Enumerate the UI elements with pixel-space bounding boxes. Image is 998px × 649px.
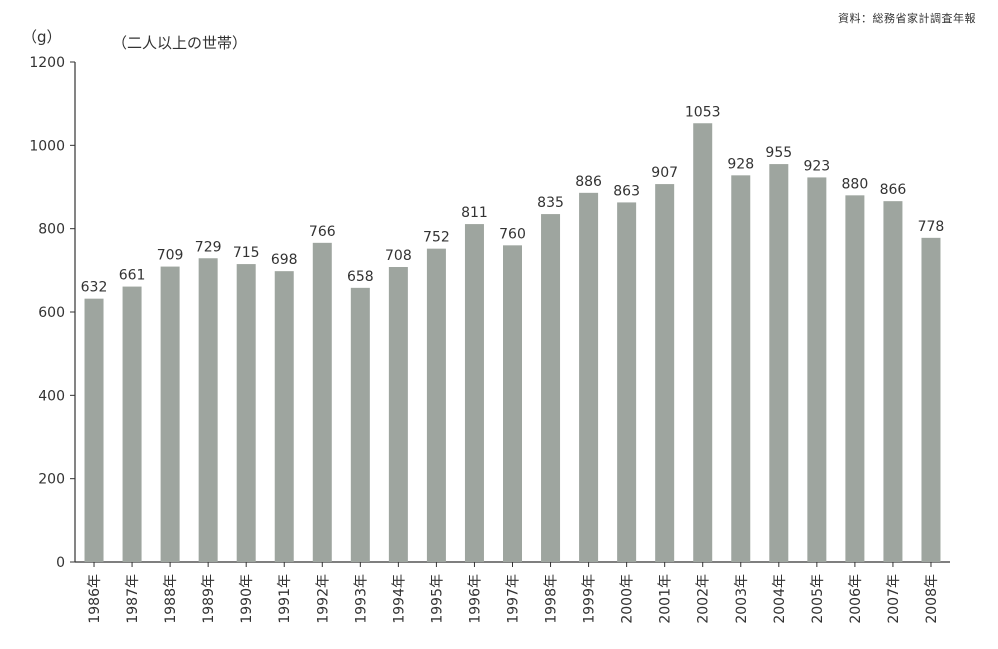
x-tick-label: 1988年	[163, 574, 179, 624]
x-tick-label: 2008年	[924, 574, 940, 624]
y-tick-label: 1000	[29, 138, 65, 154]
y-tick-label: 1200	[29, 55, 65, 71]
bar	[312, 242, 332, 563]
x-tick-label: 2000年	[620, 574, 636, 624]
bar	[807, 177, 827, 562]
bar	[655, 184, 675, 563]
y-tick-label: 800	[38, 222, 65, 238]
bar	[236, 264, 256, 562]
bar	[388, 267, 408, 562]
data-label: 880	[842, 176, 869, 192]
data-label: 886	[575, 174, 602, 190]
x-tick-label: 1999年	[582, 574, 598, 624]
bar	[617, 202, 637, 562]
x-tick-label: 2001年	[658, 574, 674, 624]
bar	[579, 192, 599, 563]
bar	[883, 201, 903, 562]
x-tick-label: 1991年	[277, 574, 293, 624]
x-tick-label: 2007年	[886, 574, 902, 624]
data-label: 698	[271, 252, 298, 268]
data-label: 778	[918, 219, 945, 235]
x-tick-label: 2006年	[848, 574, 864, 624]
data-label: 863	[613, 183, 640, 199]
y-axis-unit: （g）	[22, 28, 62, 46]
bar	[350, 287, 370, 562]
bar	[541, 214, 561, 563]
bar	[921, 237, 941, 563]
data-label: 715	[233, 245, 260, 261]
bar	[84, 298, 104, 562]
data-label: 709	[157, 248, 184, 264]
data-label: 866	[880, 182, 907, 198]
x-tick-label: 1993年	[353, 574, 369, 624]
data-label: 907	[651, 165, 678, 181]
data-label: 632	[81, 280, 108, 296]
data-label: 766	[309, 224, 336, 240]
data-label: 661	[119, 268, 146, 284]
bar	[693, 123, 713, 562]
bar	[503, 245, 522, 563]
x-tick-label: 2004年	[772, 574, 788, 624]
bar	[464, 224, 484, 563]
data-label: 760	[499, 226, 526, 242]
y-tick-label: 400	[38, 388, 65, 404]
source-note: 資料：総務省家計調査年報	[838, 12, 976, 25]
x-tick-label: 1996年	[467, 574, 483, 624]
x-tick-label: 1995年	[429, 574, 445, 624]
data-label: 955	[765, 145, 792, 161]
bar	[198, 258, 218, 562]
data-label: 928	[727, 156, 754, 172]
bar	[769, 164, 789, 563]
x-tick-label: 1987年	[125, 574, 141, 624]
y-tick-label: 200	[38, 472, 65, 488]
x-tick-label: 1986年	[87, 574, 103, 624]
x-tick-label: 2003年	[734, 574, 750, 624]
data-label: 835	[537, 195, 564, 211]
y-tick-label: 0	[56, 555, 65, 571]
x-tick-label: 2002年	[696, 574, 712, 624]
bar	[274, 271, 294, 562]
y-tick-label: 600	[38, 305, 65, 321]
x-tick-label: 1989年	[201, 574, 217, 624]
x-tick-label: 1998年	[544, 574, 560, 624]
data-label: 923	[803, 158, 830, 174]
x-tick-label: 1997年	[506, 574, 522, 624]
chart-subtitle: （二人以上の世帯）	[112, 34, 248, 52]
bar	[160, 266, 180, 562]
data-label: 1053	[685, 104, 721, 120]
data-label: 811	[461, 205, 488, 221]
data-label: 752	[423, 230, 450, 246]
x-tick-label: 1994年	[391, 574, 407, 624]
bar	[731, 175, 751, 563]
bar	[845, 195, 865, 563]
data-label: 708	[385, 248, 412, 264]
data-label: 729	[195, 239, 222, 255]
data-label: 658	[347, 269, 374, 285]
bar	[426, 248, 446, 562]
bar	[122, 286, 142, 562]
x-tick-label: 1992年	[315, 574, 331, 624]
x-tick-label: 1990年	[239, 574, 255, 624]
x-tick-label: 2005年	[810, 574, 826, 624]
